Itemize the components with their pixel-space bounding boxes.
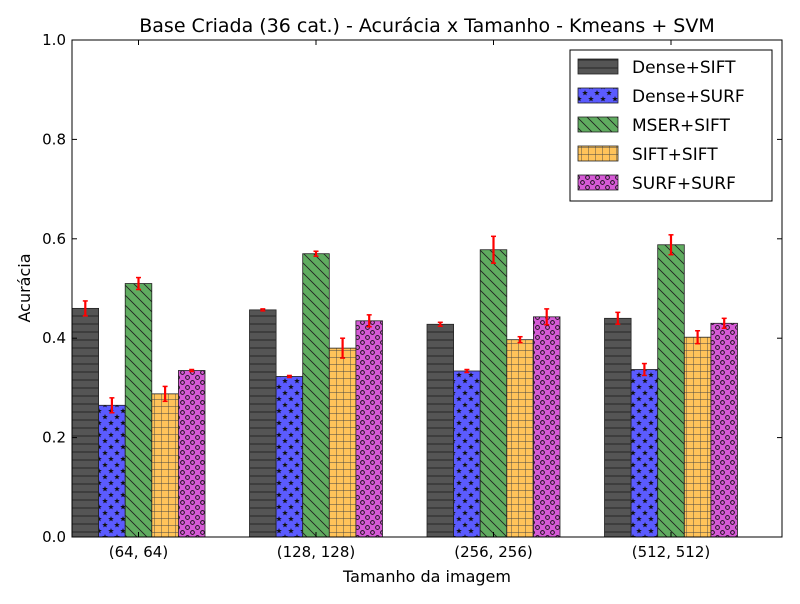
error-bar [437, 321, 443, 328]
x-tick-label: (128, 128) [277, 543, 356, 561]
bar-dense-surf-0 [98, 404, 126, 538]
error-bar [366, 314, 372, 328]
bar-dense-sift-1 [249, 309, 277, 538]
legend-item: Dense+SIFT [577, 58, 736, 78]
bar-dense-surf-3 [630, 369, 659, 538]
axes-group: 0.0 0.2 0.4 0.6 0.8 1.0 (64, 64) (128, 128) (256… [42, 31, 783, 561]
y-tick-label: 1.0 [42, 31, 66, 49]
x-tick-label: (256, 256) [454, 543, 533, 561]
error-bar [260, 308, 266, 312]
legend-item: SIFT+SIFT [577, 145, 718, 165]
legend-item: MSER+SIFT [577, 116, 731, 136]
y-tick-label: 0.2 [42, 429, 66, 447]
chart-title: Base Criada (36 cat.) - Acurácia x Taman… [139, 15, 715, 37]
error-bar [641, 362, 647, 377]
bar-dense-surf-2 [453, 370, 481, 538]
legend-item: SURF+SURF [577, 174, 736, 194]
error-bar [517, 335, 523, 344]
error-bar [313, 250, 319, 257]
bar-mser-sift-1 [302, 253, 330, 538]
x-axis-label: Tamanho da imagem [342, 567, 511, 586]
legend-item: Dense+SURF [577, 87, 745, 107]
legend-swatch [577, 116, 619, 133]
error-bar [668, 234, 674, 256]
error-bar [544, 308, 550, 326]
legend-label: SIFT+SIFT [632, 145, 718, 165]
error-bar [695, 329, 701, 345]
legend-label: MSER+SIFT [632, 116, 731, 136]
bar-mser-sift-2 [479, 249, 508, 538]
error-bar [162, 385, 168, 403]
legend-swatch [577, 58, 619, 75]
bar-sift-sift-3 [683, 336, 712, 538]
bar-dense-surf-1 [275, 376, 304, 538]
bar-mser-sift-3 [657, 244, 685, 538]
bar-surf-surf-1 [355, 320, 383, 538]
error-bar [340, 337, 346, 359]
error-bar [464, 368, 470, 374]
y-tick-label: 0.4 [42, 329, 66, 347]
legend-swatch [577, 87, 619, 104]
bar-surf-surf-3 [710, 322, 738, 538]
x-tick-label: (512, 512) [632, 543, 711, 561]
y-tick-label: 0.8 [42, 130, 66, 148]
legend: Dense+SIFT Dense+SURF MSER+SIFT SIFT+SIFT SU… [569, 49, 773, 202]
bar-surf-surf-2 [533, 316, 561, 538]
error-bar [286, 374, 292, 379]
bar-dense-sift-2 [426, 323, 455, 538]
bar-mser-sift-0 [124, 283, 153, 538]
legend-swatch [577, 174, 619, 191]
bar-sift-sift-1 [328, 347, 357, 538]
error-bar [109, 397, 115, 414]
bar-sift-sift-2 [506, 339, 534, 538]
error-bar [136, 276, 141, 291]
legend-label: SURF+SURF [632, 174, 736, 194]
y-axis-label: Acurácia [15, 253, 34, 322]
legend-label: Dense+SURF [632, 87, 745, 107]
error-bar [189, 368, 195, 373]
bar-sift-sift-0 [151, 393, 179, 538]
legend-swatch [577, 145, 619, 162]
error-bar [491, 235, 496, 264]
y-tick-label: 0.0 [42, 528, 66, 546]
error-bar [615, 311, 621, 326]
error-bar [721, 317, 727, 330]
error-bar [82, 300, 88, 317]
bar-surf-surf-0 [177, 370, 206, 538]
bars-group [71, 234, 738, 538]
bar-dense-sift-3 [604, 317, 632, 538]
legend-label: Dense+SIFT [632, 58, 736, 78]
y-tick-label: 0.6 [42, 230, 66, 248]
plot-frame [71, 39, 783, 538]
x-tick-label: (64, 64) [109, 543, 168, 561]
bar-dense-sift-0 [71, 307, 100, 538]
